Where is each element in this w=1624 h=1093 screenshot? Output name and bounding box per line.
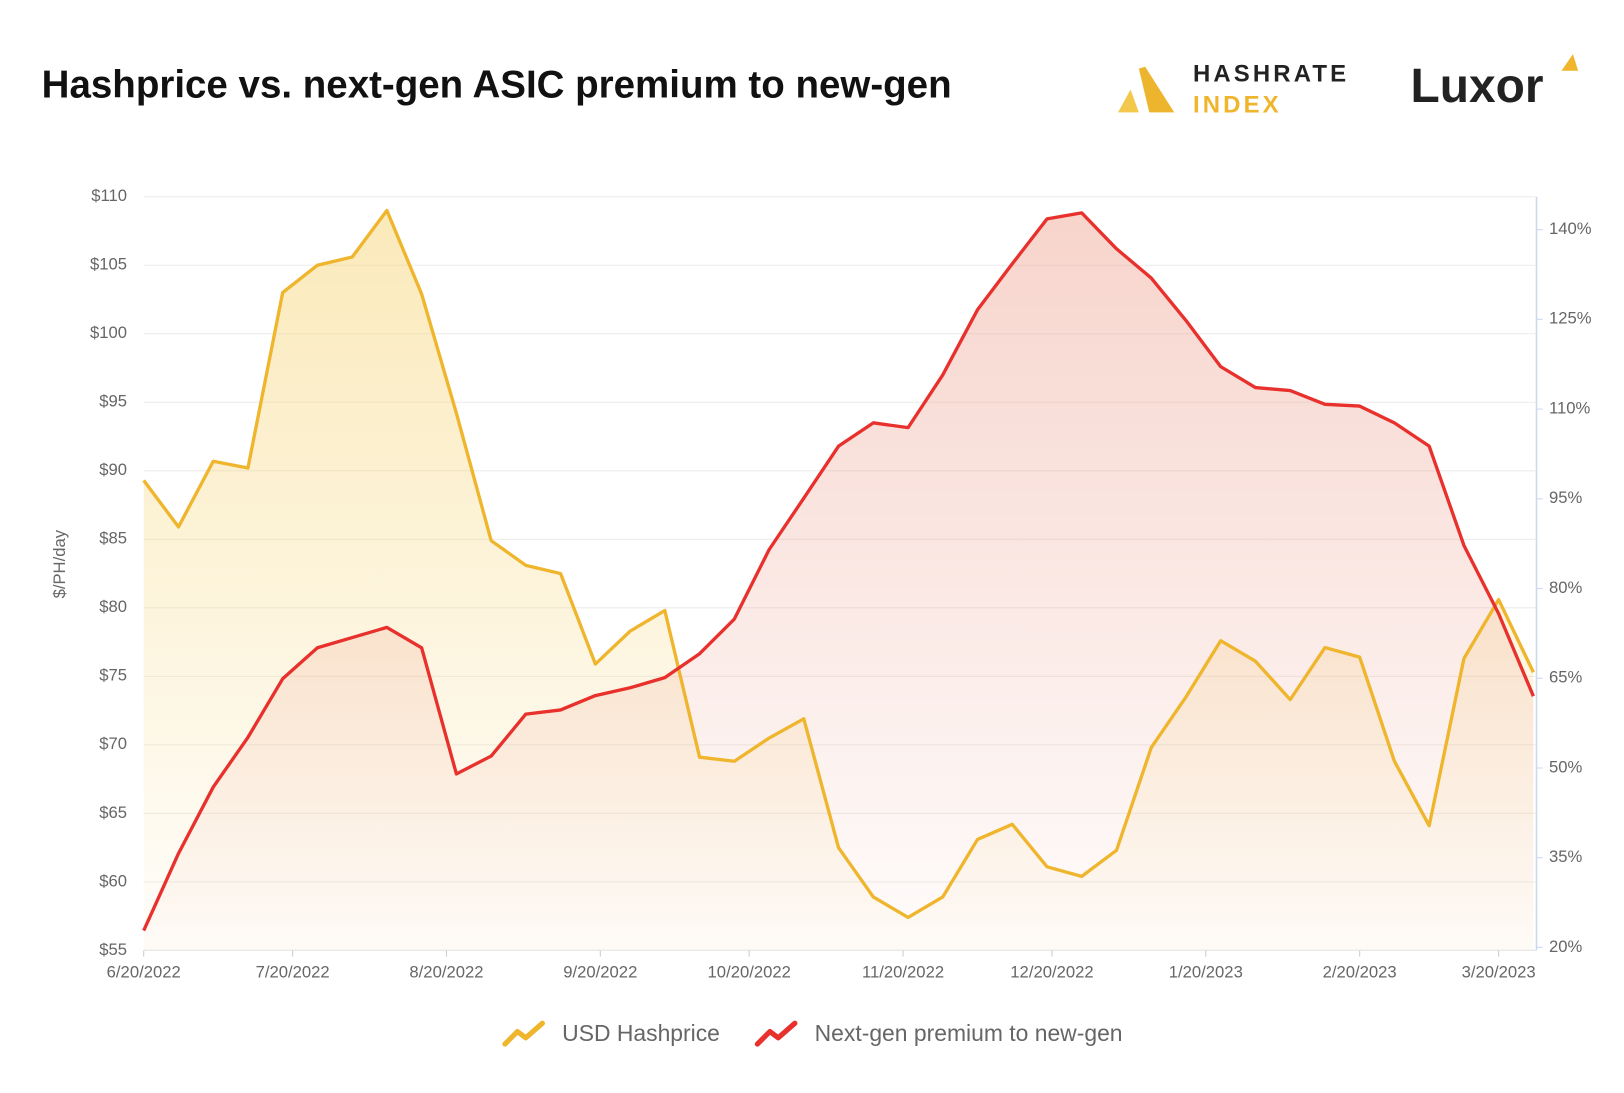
x-tick-label: 11/20/2022: [862, 963, 944, 982]
y2-tick-label: 80%: [1549, 578, 1583, 597]
y-tick-label: $75: [99, 666, 127, 685]
logo-text: HASHRATE: [1193, 60, 1349, 87]
logo-text: Luxor: [1411, 60, 1544, 113]
x-tick-label: 10/20/2022: [708, 963, 791, 982]
luxor-logo: Luxor: [1411, 54, 1579, 113]
legend: USD Hashprice Next-gen premium to new-gen: [502, 1020, 1123, 1047]
x-tick-label: 9/20/2022: [563, 963, 637, 982]
x-tick-label: 3/20/2023: [1462, 963, 1536, 982]
y2-tick-label: 50%: [1549, 757, 1583, 776]
x-tick-label: 6/20/2022: [107, 963, 181, 982]
series-line: [142, 208, 1535, 920]
x-tick-label: 1/20/2023: [1169, 963, 1243, 982]
x-tick-label: 2/20/2023: [1323, 963, 1397, 982]
y2-tick-label: 140%: [1549, 219, 1592, 238]
y-tick-label: $70: [99, 734, 127, 753]
area-fill: [143, 212, 1534, 951]
y2-tick-label: 65%: [1549, 668, 1583, 687]
y-axis-label: $/PH/day: [50, 529, 69, 598]
chart-title: Hashprice vs. next-gen ASIC premium to n…: [42, 64, 952, 107]
hashrate-logo: HASHRATE INDEX: [1118, 60, 1349, 119]
legend-icon: [502, 1020, 545, 1047]
legend-icon: [754, 1020, 798, 1047]
x-tick-label: 7/20/2022: [256, 963, 330, 982]
logo-text: INDEX: [1193, 92, 1282, 119]
series-line: [142, 211, 1535, 932]
y-tick-label: $60: [99, 871, 127, 890]
x-tick-label: 8/20/2022: [409, 963, 483, 982]
y-tick-label: $105: [90, 255, 127, 274]
legend-label: USD Hashprice: [562, 1020, 720, 1046]
y-tick-label: $55: [99, 940, 127, 959]
y2-tick-label: 125%: [1549, 309, 1592, 328]
y2-tick-label: 35%: [1549, 847, 1583, 866]
y2-tick-label: 110%: [1549, 398, 1591, 417]
y-tick-label: $95: [99, 392, 127, 411]
x-tick-label: 12/20/2022: [1010, 963, 1093, 982]
y-tick-label: $65: [99, 803, 127, 822]
y-tick-label: $100: [90, 323, 127, 342]
y-tick-label: $110: [91, 186, 127, 205]
y-tick-label: $90: [99, 460, 127, 479]
y-tick-label: $80: [99, 597, 127, 616]
y2-tick-label: 95%: [1549, 488, 1583, 507]
legend-label: Next-gen premium to new-gen: [815, 1020, 1123, 1046]
y2-tick-label: 20%: [1549, 937, 1583, 956]
y-tick-label: $85: [99, 529, 127, 548]
